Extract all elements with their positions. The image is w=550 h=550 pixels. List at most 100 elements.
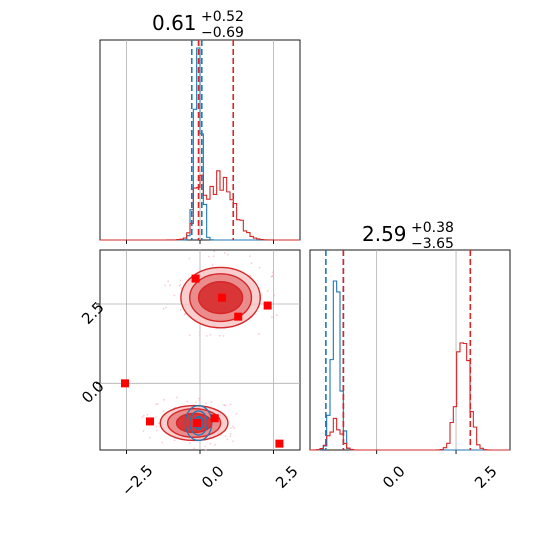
bl-scatter-dot xyxy=(204,445,207,448)
bl-scatter-dot xyxy=(229,403,232,406)
bl-scatter-dot xyxy=(194,401,197,404)
bl-scatter-dot xyxy=(142,430,145,432)
bl-scatter-dot xyxy=(210,400,213,403)
bl-marker-1 xyxy=(218,293,227,302)
title-top-left-plus: +0.52 xyxy=(201,9,244,25)
bl-scatter-dot xyxy=(226,438,229,441)
bl-scatter-dot xyxy=(235,412,238,415)
bl-scatter-dot xyxy=(188,334,191,337)
bl-scatter-dot xyxy=(155,403,157,406)
bl-scatter-dot xyxy=(207,255,210,258)
tl-hist-red xyxy=(100,170,300,241)
bl-scatter-dot xyxy=(167,280,170,283)
bl-scatter-dot xyxy=(205,402,207,405)
title-bottom-right-value: 2.59 xyxy=(362,222,407,246)
bl-scatter-dot xyxy=(224,435,227,438)
bl-marker-2 xyxy=(234,312,243,321)
bl-marker-8 xyxy=(193,419,202,428)
bl-scatter-dot xyxy=(186,400,189,403)
bl-scatter-dot xyxy=(222,335,225,337)
tick-label-bl-x-2: 2.5 xyxy=(272,462,302,492)
bl-marker-0 xyxy=(191,274,200,283)
bl-scatter-dot xyxy=(198,399,201,402)
bl-scatter-dot xyxy=(273,294,276,297)
bl-scatter-dot xyxy=(176,396,178,399)
bl-scatter-dot xyxy=(204,448,207,451)
bl-scatter-dot xyxy=(258,266,261,269)
tick-label-br-x-0: 0.0 xyxy=(379,462,409,492)
bl-scatter-dot xyxy=(232,425,234,428)
bl-scatter-dot xyxy=(212,255,215,258)
histogram-panel-bottom-right xyxy=(309,249,511,454)
bl-scatter-dot xyxy=(224,404,227,407)
bl-scatter-dot xyxy=(233,427,236,430)
bl-scatter-dot xyxy=(189,442,191,444)
bl-scatter-dot xyxy=(205,335,208,337)
bl-scatter-dot xyxy=(157,422,160,425)
bl-scatter-dot xyxy=(209,442,212,445)
bl-scatter-dot xyxy=(218,334,221,337)
bl-scatter-dot xyxy=(169,284,171,287)
bl-scatter-dot xyxy=(149,436,151,439)
bl-scatter-dot xyxy=(229,427,232,430)
bl-scatter-dot xyxy=(249,274,252,277)
tick-label-bl-x-1: 0.0 xyxy=(198,462,228,492)
bl-scatter-dot xyxy=(229,432,232,435)
bl-scatter-dot xyxy=(164,284,166,287)
br-hist-red xyxy=(309,342,510,451)
scatter-contour-panel-bottom-left xyxy=(96,249,301,454)
tick-label-br-x-1: 2.5 xyxy=(471,462,501,492)
title-top-left-value: 0.61 xyxy=(152,11,197,35)
bl-scatter-dot xyxy=(156,403,159,405)
bl-scatter-dot xyxy=(173,439,176,442)
bl-scatter-dot xyxy=(213,250,216,253)
bl-scatter-dot xyxy=(183,313,186,316)
bl-contour-blue-0-1 xyxy=(189,410,209,436)
bl-scatter-dot xyxy=(179,284,182,286)
bl-scatter-dot xyxy=(211,264,214,266)
bl-marker-5 xyxy=(146,417,154,426)
bl-contour-blue-0-0 xyxy=(184,404,213,442)
bl-marker-4 xyxy=(121,379,129,388)
bl-scatter-dot xyxy=(226,253,229,256)
bl-scatter-dot xyxy=(193,447,196,450)
bl-scatter-dot xyxy=(142,414,145,417)
bl-scatter-dot xyxy=(155,416,158,419)
title-top-left-minus: −0.69 xyxy=(201,25,244,41)
bl-scatter-dot xyxy=(179,279,182,282)
bl-scatter-dot xyxy=(173,294,176,297)
tick-label-bl-x-0: −2.5 xyxy=(118,461,156,499)
title-bottom-right-minus: −3.65 xyxy=(411,236,454,252)
bl-scatter-dot xyxy=(162,307,165,310)
title-bottom-right-plus: +0.38 xyxy=(411,220,454,236)
bl-scatter-dot xyxy=(271,271,274,274)
bl-scatter-dot xyxy=(198,397,200,400)
bl-scatter-dot xyxy=(229,435,232,437)
bl-scatter-dot xyxy=(209,333,212,336)
bl-scatter-dot xyxy=(249,255,251,258)
bl-scatter-dot xyxy=(155,429,158,432)
bl-marker-3 xyxy=(263,301,272,310)
bl-scatter-dot xyxy=(164,306,167,309)
bl-scatter-dot xyxy=(188,257,191,260)
histogram-panel-top-left xyxy=(99,39,301,244)
bl-marker-7 xyxy=(275,439,284,448)
bl-scatter-dot xyxy=(198,331,201,334)
bl-scatter-dot xyxy=(141,416,144,419)
bl-scatter-dot xyxy=(276,314,278,317)
bl-scatter-dot xyxy=(223,252,226,254)
bl-scatter-dot xyxy=(270,275,273,278)
bl-scatter-dot xyxy=(163,398,166,401)
bl-scatter-dot xyxy=(250,262,253,265)
bl-scatter-dot xyxy=(179,309,182,311)
bl-scatter-dot xyxy=(162,410,165,413)
bl-scatter-dot xyxy=(155,425,158,428)
bl-scatter-dot xyxy=(223,404,226,407)
bl-scatter-dot xyxy=(266,289,269,292)
bl-marker-6 xyxy=(210,414,219,423)
bl-scatter-dot xyxy=(198,334,201,337)
bl-scatter-dot xyxy=(232,440,235,443)
bl-scatter-dot xyxy=(161,441,164,444)
bl-scatter-dot xyxy=(214,443,217,446)
